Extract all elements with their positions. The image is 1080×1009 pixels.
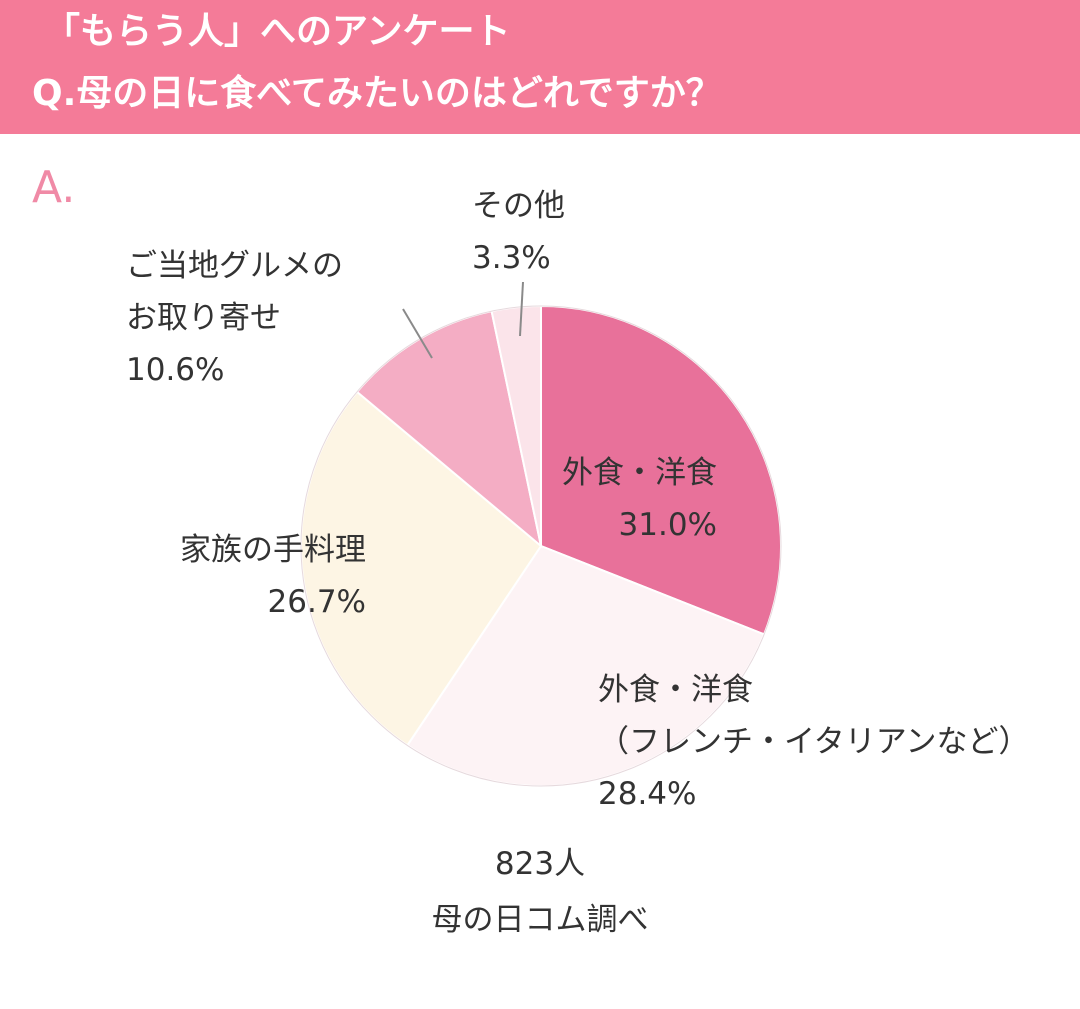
source-note: 母の日コム調べ [431,902,649,938]
survey-question: Q.母の日に食べてみたいのはどれですか？ [32,73,722,114]
leader-line-other [519,281,524,337]
slice-label-other-value: 3.3% [472,240,551,276]
slice-label-other: その他 3.3% [472,180,565,284]
slice-label-western-dining: 外食・洋食 31.0% [562,447,717,551]
slice-label-french-italian-name: 外食・洋食 （フレンチ・イタリアンなど） [598,672,1030,760]
slice-label-local-gourmet: ご当地グルメの お取り寄せ 10.6% [126,240,343,396]
slice-label-french-italian-value: 28.4% [598,776,697,812]
slice-label-western-dining-name: 外食・洋食 [562,455,717,491]
slice-label-western-dining-value: 31.0% [618,507,717,543]
slice-label-other-name: その他 [472,188,565,224]
slice-label-home-cooking-name: 家族の手料理 [180,532,366,568]
header-banner: 「もらう人」へのアンケート Q.母の日に食べてみたいのはどれですか？ [0,0,1080,134]
slice-label-local-gourmet-value: 10.6% [126,352,225,388]
slice-label-home-cooking: 家族の手料理 26.7% [180,524,366,628]
slice-label-home-cooking-value: 26.7% [267,584,366,620]
answer-mark: A. [32,162,76,213]
survey-title: 「もらう人」へのアンケート [44,11,511,52]
pie-outline [300,305,782,787]
slice-label-local-gourmet-name: ご当地グルメの お取り寄せ [126,248,343,336]
respondent-count: 823人 [494,846,586,882]
slice-label-french-italian: 外食・洋食 （フレンチ・イタリアンなど） 28.4% [598,664,1030,820]
leader-line-local-gourmet [402,308,433,359]
